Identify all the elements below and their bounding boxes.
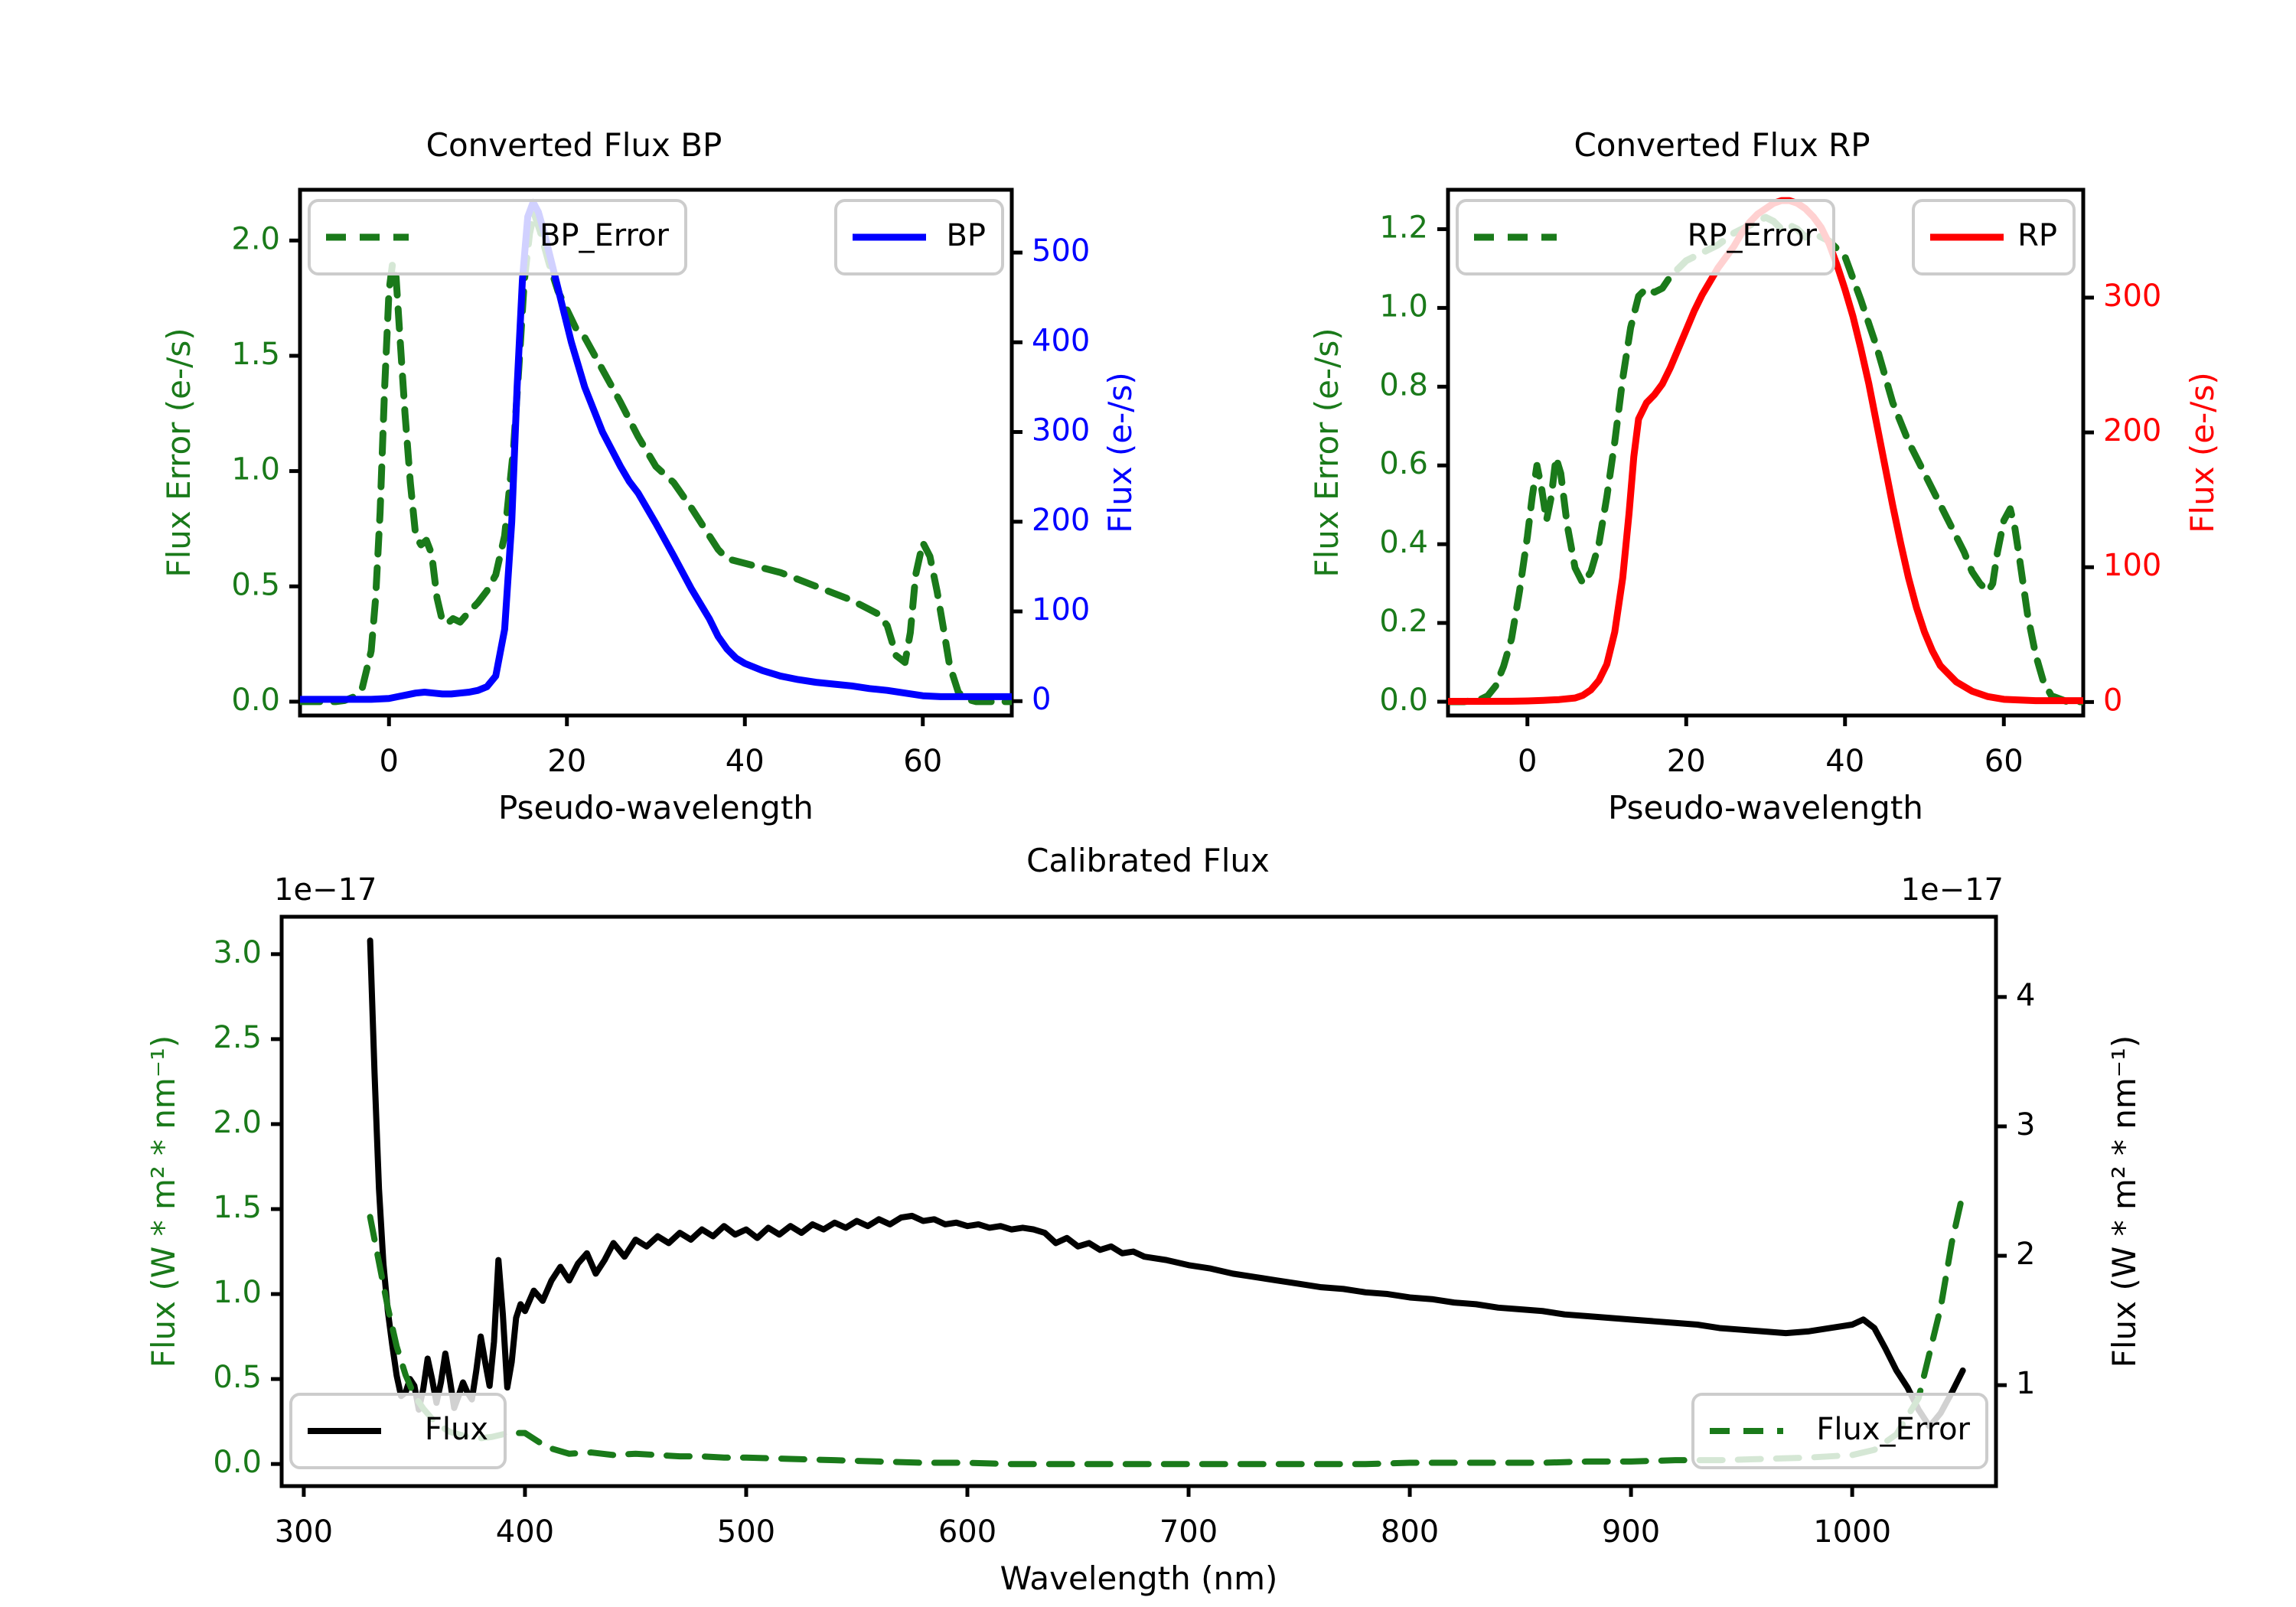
y-tick-label-left: 0.8 — [1379, 367, 1428, 403]
x-tick-label: 500 — [717, 1514, 775, 1550]
x-tick-label: 20 — [547, 744, 586, 779]
y-tick-label-left: 0.2 — [1379, 604, 1428, 639]
x-tick-label: 40 — [726, 744, 765, 779]
y-tick-label-left: 1.5 — [231, 337, 280, 372]
y-tick-label-right: 3 — [2016, 1107, 2035, 1143]
x-tick-label: 1000 — [1813, 1514, 1891, 1550]
x-tick-label: 600 — [938, 1514, 996, 1550]
y-tick-label-right: 4 — [2016, 978, 2035, 1013]
legend-bp-error: BP_Error — [308, 199, 687, 275]
y-tick-label-right: 0 — [1032, 682, 1051, 717]
panel-title-rp: Converted Flux RP — [1574, 126, 1870, 164]
y-tick-label-right: 2 — [2016, 1237, 2035, 1272]
y-tick-label-right: 200 — [2103, 413, 2161, 448]
legend-box — [289, 1393, 507, 1469]
y-tick-label-left: 1.0 — [213, 1275, 262, 1310]
chart-rp: 0 20 40 60 Pseudo-wavelength 0.0 0.2 0.4 0.6 0.8 1… — [1308, 187, 2221, 826]
y-axis-label-right: Flux (e-/s) — [2183, 372, 2221, 533]
y-tick-label-left: 0.5 — [213, 1360, 262, 1395]
y-tick-label-right: 300 — [2103, 279, 2161, 314]
x-tick-label: 700 — [1159, 1514, 1218, 1550]
series-bp — [300, 198, 1012, 703]
plot-frame — [279, 914, 1998, 1488]
y-tick-label-left: 2.0 — [213, 1105, 262, 1140]
y-tick-label-left: 0.6 — [1379, 446, 1428, 481]
legend-label: RP_Error — [1688, 218, 1818, 253]
series-rp_error — [1448, 214, 2083, 706]
x-tick-label: 20 — [1667, 744, 1706, 779]
legend-label: BP_Error — [540, 218, 670, 253]
y-tick-label-left: 0.4 — [1379, 525, 1428, 560]
x-tick-label: 900 — [1602, 1514, 1660, 1550]
x-tick-label: 300 — [275, 1514, 333, 1550]
series-group — [300, 198, 1012, 706]
y-tick-label-right: 100 — [2103, 548, 2161, 583]
y-tick-label-left: 1.0 — [1379, 288, 1428, 324]
legend-box — [1691, 1393, 1988, 1469]
legend-rp: RP — [1912, 199, 2076, 275]
series-bp_error — [300, 209, 1012, 706]
legend-rp-error: RP_Error — [1456, 199, 1835, 275]
x-tick-label: 400 — [496, 1514, 554, 1550]
legend-label: BP — [946, 218, 986, 253]
plot-frame — [298, 187, 1014, 718]
y-tick-label-left: 1.2 — [1379, 210, 1428, 245]
x-tick-label: 0 — [1518, 744, 1537, 779]
y-tick-label-right: 400 — [1032, 323, 1090, 358]
y-tick-label-left: 1.0 — [231, 452, 280, 487]
panel-calibrated-flux: Calibrated Flux 300 400 500 600 700 800 900 100… — [0, 826, 2296, 1607]
y-tick-label-right: 0 — [2103, 683, 2122, 718]
legend-flux-error: Flux_Error — [1691, 1393, 1988, 1469]
legend-bp: BP — [834, 199, 1004, 275]
y-tick-label-left: 0.0 — [213, 1445, 262, 1480]
x-tick-label: 60 — [903, 744, 942, 779]
panel-converted-flux-rp: Converted Flux RP 0 20 40 60 Pseudo-waveleng… — [1148, 0, 2296, 826]
x-tick-label: 40 — [1825, 744, 1864, 779]
y-tick-label-right: 200 — [1032, 503, 1090, 538]
y-offset-left: 1e−17 — [274, 872, 377, 908]
legend-box — [1456, 199, 1835, 275]
x-tick-label: 0 — [380, 744, 399, 779]
legend-box — [308, 199, 687, 275]
y-axis-label-right: Flux (W * m² * nm⁻¹) — [2105, 1035, 2143, 1368]
y-tick-label-left: 2.0 — [231, 221, 280, 256]
y-tick-label-left: 3.0 — [213, 935, 262, 970]
y-tick-label-left: 1.5 — [213, 1190, 262, 1225]
x-tick-label: 800 — [1381, 1514, 1439, 1550]
series-flux — [367, 937, 1966, 1430]
series-group — [367, 937, 1966, 1468]
series-group — [1448, 197, 2083, 706]
y-tick-label-left: 0.0 — [1379, 683, 1428, 718]
chart-calibrated: 300 400 500 600 700 800 900 1000 Wavelength (nm)… — [145, 872, 2143, 1597]
series-rp — [1448, 197, 2083, 705]
y-tick-label-right: 500 — [1032, 233, 1090, 269]
panel-title-calibrated: Calibrated Flux — [1026, 842, 1270, 879]
plot-frame — [1446, 187, 2086, 718]
y-tick-label-left: 2.5 — [213, 1020, 262, 1055]
panel-converted-flux-bp: Converted Flux BP 0 20 40 60 Pseudo-waveleng… — [0, 0, 1148, 826]
y-tick-label-right: 1 — [2016, 1366, 2035, 1401]
y-axis-label-right: Flux (e-/s) — [1101, 372, 1139, 533]
y-offset-right: 1e−17 — [1901, 872, 2004, 908]
panel-title-bp: Converted Flux BP — [426, 126, 722, 164]
y-tick-label-right: 300 — [1032, 413, 1090, 448]
legend-label: Flux — [425, 1412, 488, 1447]
x-axis-label: Wavelength (nm) — [1000, 1560, 1278, 1597]
x-axis-label: Pseudo-wavelength — [498, 789, 814, 826]
legend-label: Flux_Error — [1816, 1412, 1970, 1447]
y-axis-label-left: Flux Error (e-/s) — [1308, 328, 1345, 577]
legend-flux: Flux — [289, 1393, 507, 1469]
y-axis-label-left: Flux Error (e-/s) — [160, 328, 197, 577]
y-tick-label-left: 0.0 — [231, 683, 280, 718]
x-axis-label: Pseudo-wavelength — [1608, 789, 1923, 826]
chart-bp: 0 20 40 60 Pseudo-wavelength 0.0 0.5 1.0 1.5 2.0 F… — [160, 187, 1139, 826]
legend-label: RP — [2017, 218, 2057, 253]
y-axis-label-left: Flux (W * m² * nm⁻¹) — [145, 1035, 182, 1368]
y-tick-label-left: 0.5 — [231, 567, 280, 602]
y-tick-label-right: 100 — [1032, 592, 1090, 627]
x-tick-label: 60 — [1985, 744, 2024, 779]
